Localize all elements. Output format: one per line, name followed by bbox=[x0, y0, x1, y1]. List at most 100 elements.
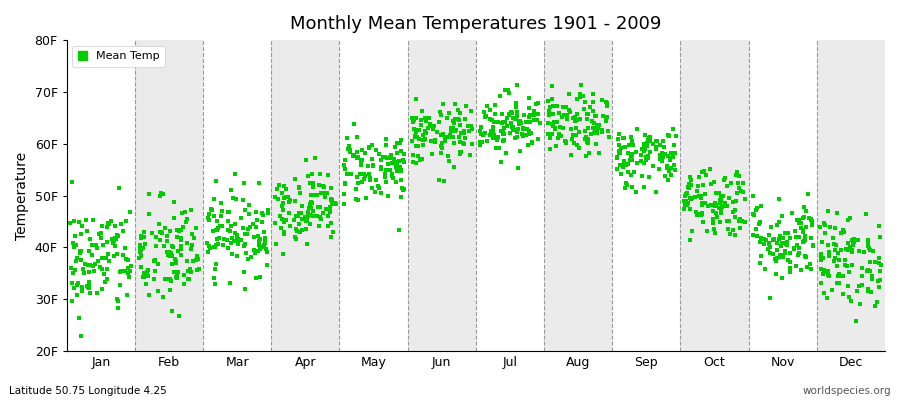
Point bbox=[668, 149, 682, 156]
Point bbox=[65, 280, 79, 286]
Point bbox=[302, 180, 317, 186]
Point bbox=[845, 242, 859, 248]
Point bbox=[75, 231, 89, 237]
Point bbox=[422, 115, 436, 121]
Point bbox=[801, 191, 815, 198]
Point bbox=[834, 272, 849, 279]
Point bbox=[464, 123, 478, 129]
Point bbox=[620, 182, 634, 188]
Point bbox=[612, 131, 626, 138]
Point bbox=[804, 216, 818, 222]
Point bbox=[343, 146, 357, 153]
Point bbox=[187, 235, 202, 241]
Point bbox=[861, 288, 876, 295]
Point bbox=[757, 241, 771, 248]
Point bbox=[74, 333, 88, 339]
Point bbox=[369, 147, 383, 153]
Point bbox=[384, 173, 399, 179]
Point bbox=[842, 240, 856, 246]
Point bbox=[509, 134, 524, 140]
Point bbox=[312, 204, 327, 210]
Point bbox=[356, 156, 370, 163]
Point bbox=[405, 115, 419, 121]
Point bbox=[148, 256, 163, 263]
Point bbox=[137, 270, 151, 276]
Point bbox=[679, 191, 693, 198]
Point bbox=[301, 208, 315, 215]
Point bbox=[454, 130, 468, 136]
Point bbox=[163, 287, 177, 293]
Point bbox=[337, 162, 351, 169]
Point bbox=[268, 220, 283, 226]
Point bbox=[531, 111, 545, 118]
Point bbox=[824, 224, 838, 230]
Point bbox=[488, 111, 502, 117]
Point bbox=[641, 153, 655, 160]
Point bbox=[251, 180, 266, 186]
Point bbox=[428, 137, 443, 143]
Point bbox=[148, 243, 163, 249]
Point bbox=[277, 183, 292, 189]
Point bbox=[701, 203, 716, 209]
Point bbox=[369, 176, 383, 183]
Point bbox=[437, 178, 452, 184]
Point bbox=[799, 254, 814, 260]
Point bbox=[700, 228, 715, 234]
Point bbox=[158, 276, 173, 282]
Point bbox=[495, 138, 509, 144]
Point bbox=[384, 155, 399, 161]
Point bbox=[829, 241, 843, 248]
Point bbox=[190, 266, 204, 273]
Point bbox=[442, 157, 456, 164]
Point bbox=[418, 117, 433, 124]
Point bbox=[683, 174, 698, 180]
Point bbox=[351, 154, 365, 160]
Point bbox=[324, 196, 338, 202]
Point bbox=[826, 234, 841, 241]
Point bbox=[256, 242, 271, 248]
Point bbox=[859, 211, 873, 218]
Bar bbox=[67, 40, 135, 351]
Point bbox=[298, 214, 312, 220]
Bar bbox=[135, 40, 203, 351]
Point bbox=[634, 152, 648, 158]
Point bbox=[323, 203, 338, 210]
Point bbox=[653, 142, 668, 148]
Point bbox=[761, 232, 776, 238]
Point bbox=[112, 185, 127, 191]
Point bbox=[850, 287, 864, 294]
Point bbox=[791, 252, 806, 258]
Point bbox=[802, 214, 816, 221]
Point bbox=[165, 250, 179, 256]
Bar bbox=[817, 40, 885, 351]
Point bbox=[447, 100, 462, 107]
Point bbox=[310, 204, 325, 210]
Point bbox=[238, 268, 252, 275]
Point bbox=[590, 122, 604, 128]
Point bbox=[714, 205, 728, 212]
Point bbox=[668, 167, 682, 173]
Point bbox=[590, 130, 605, 136]
Point bbox=[364, 156, 379, 162]
Point bbox=[252, 236, 266, 242]
Point bbox=[324, 234, 338, 240]
Point bbox=[796, 229, 810, 235]
Point bbox=[747, 212, 761, 218]
Point bbox=[612, 148, 626, 154]
Point bbox=[770, 240, 784, 246]
Point bbox=[836, 273, 850, 279]
Point bbox=[99, 254, 113, 261]
Point bbox=[815, 271, 830, 278]
Point bbox=[153, 192, 167, 199]
Point bbox=[869, 299, 884, 305]
Point bbox=[222, 228, 237, 234]
Title: Monthly Mean Temperatures 1901 - 2009: Monthly Mean Temperatures 1901 - 2009 bbox=[290, 15, 662, 33]
Point bbox=[548, 124, 562, 131]
Point bbox=[163, 276, 177, 282]
Point bbox=[276, 195, 291, 201]
Point bbox=[260, 249, 274, 255]
Point bbox=[625, 137, 639, 144]
Point bbox=[572, 94, 587, 100]
Point bbox=[94, 235, 108, 242]
Point bbox=[250, 217, 265, 223]
